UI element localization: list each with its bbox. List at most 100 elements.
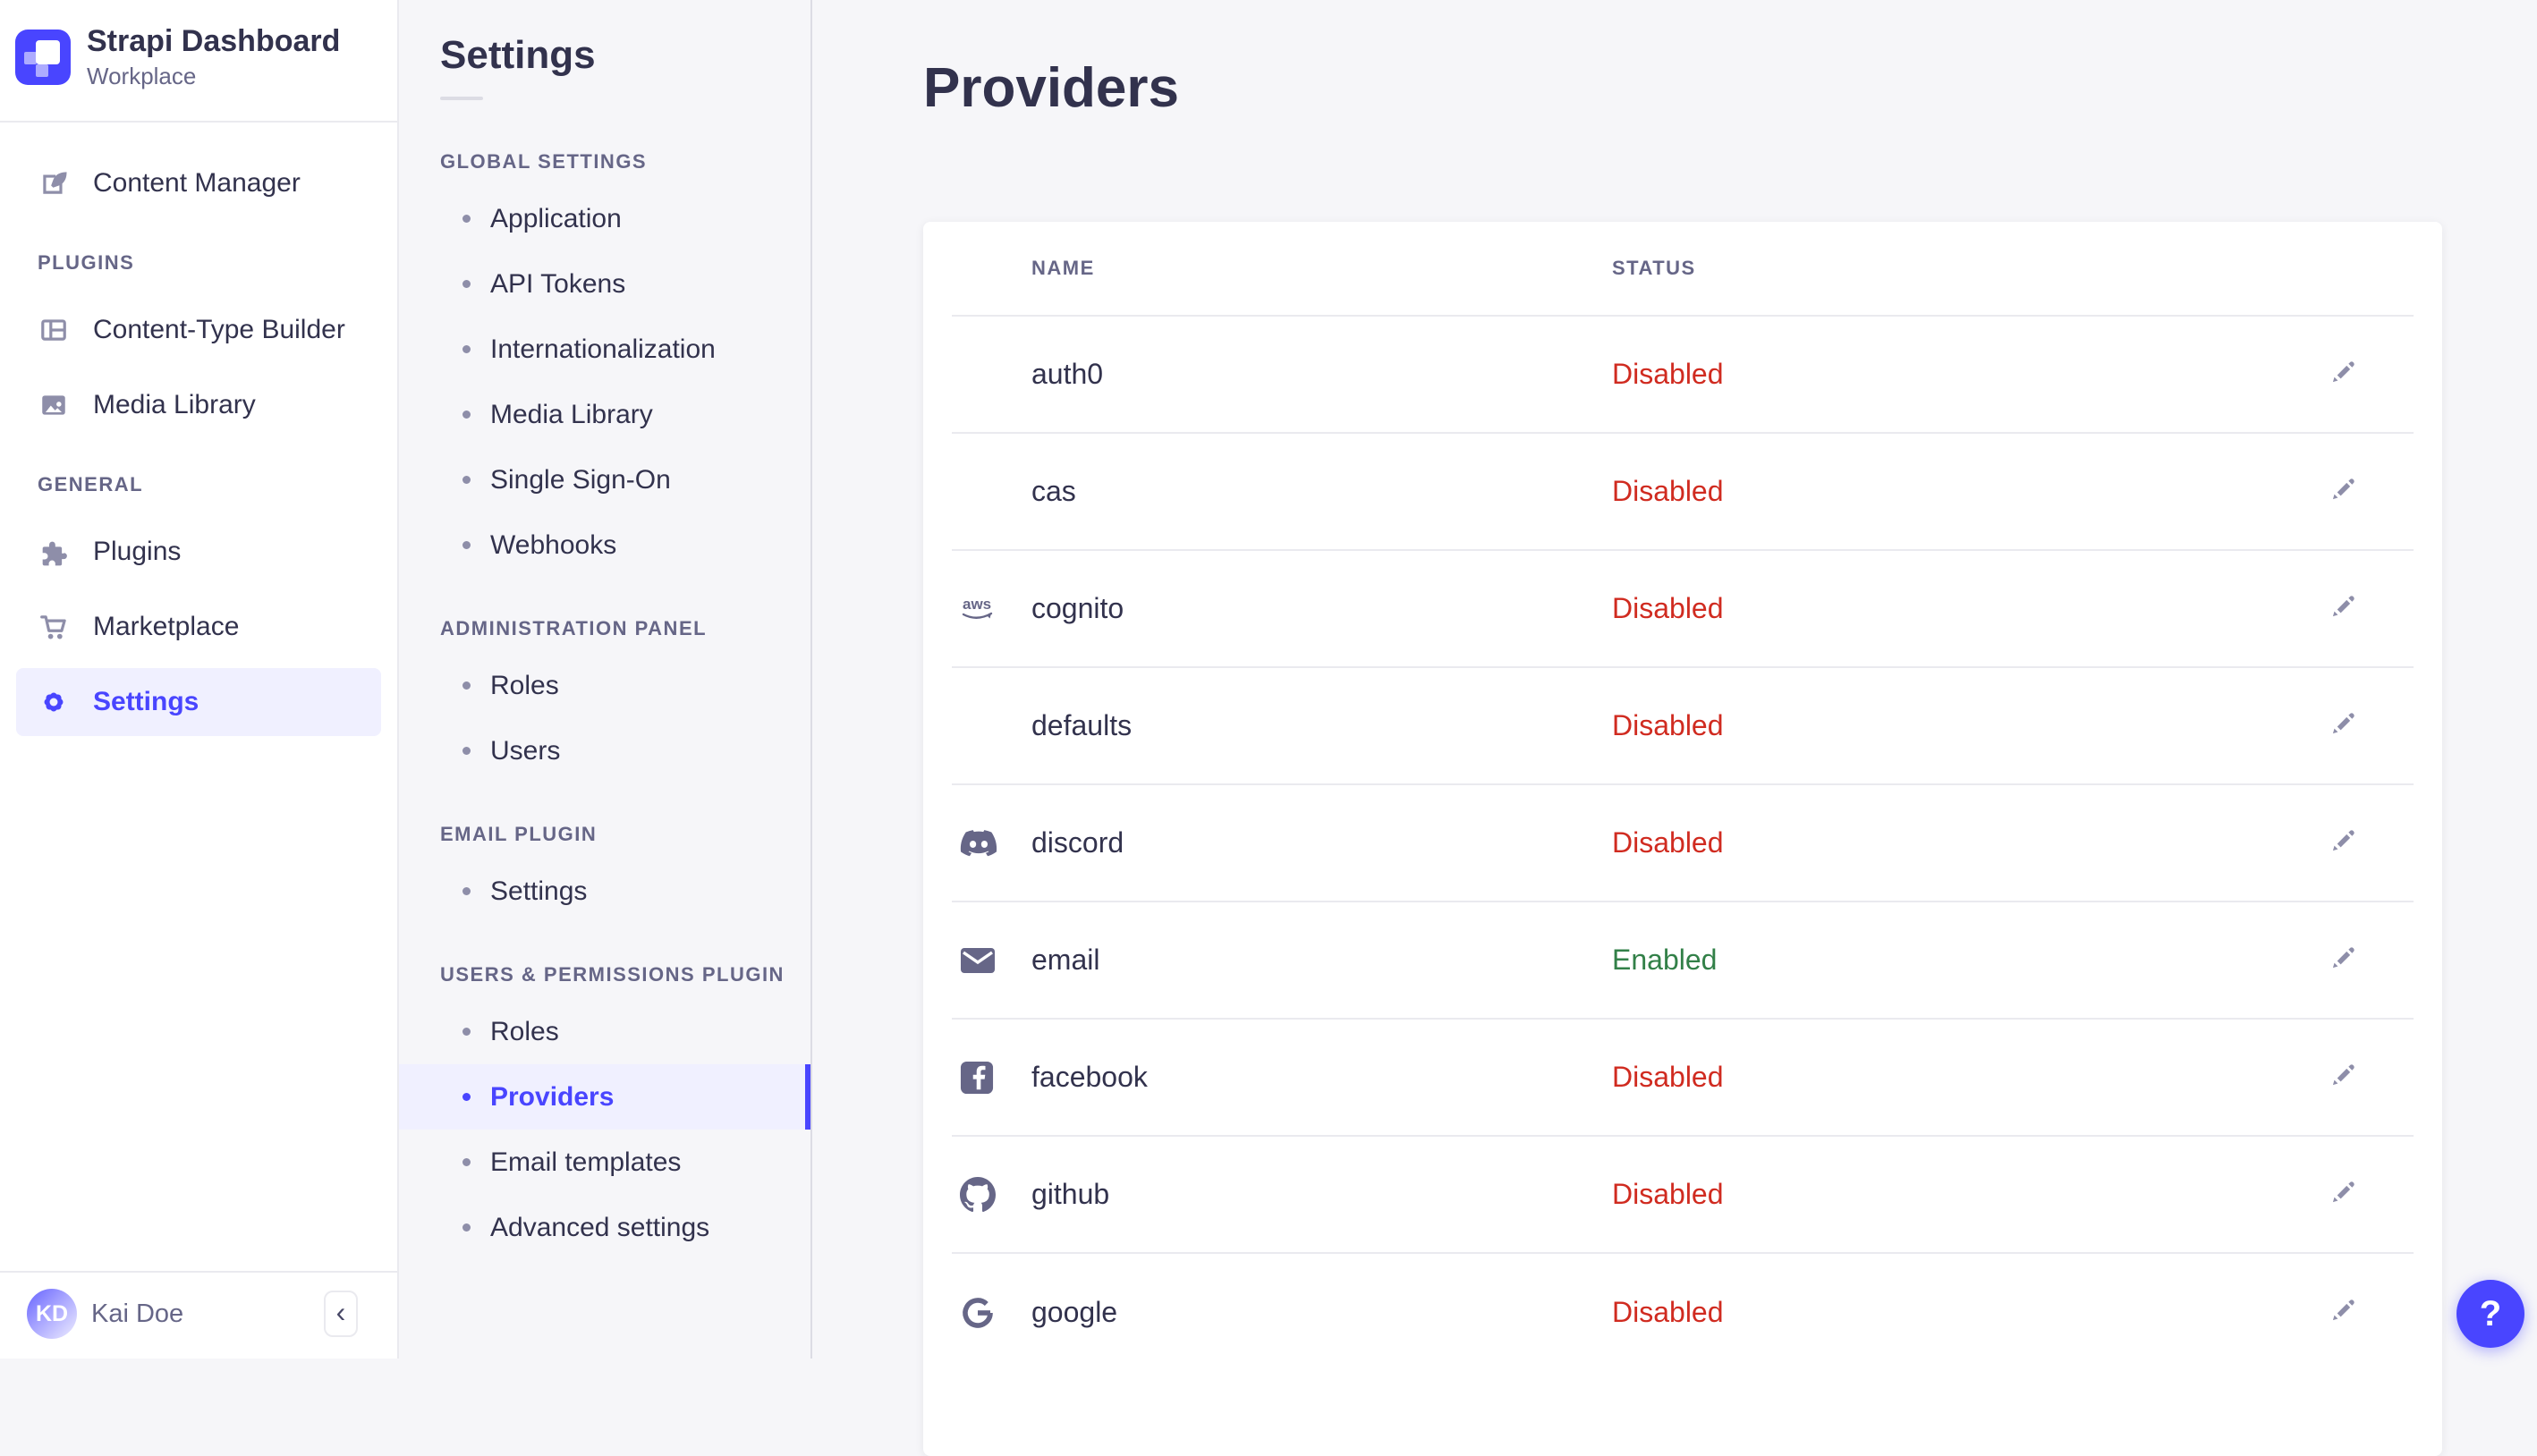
subnav-item-label: Media Library: [490, 399, 653, 429]
edit-provider-button[interactable]: [2322, 1293, 2362, 1333]
bullet-icon: [462, 1028, 471, 1036]
subnav-item-label: Single Sign-On: [490, 464, 671, 495]
subnav-item-label: Email templates: [490, 1147, 682, 1177]
subnav-item-application[interactable]: Application: [399, 186, 810, 251]
puzzle-icon: [38, 536, 70, 568]
provider-name: github: [1031, 1178, 1110, 1210]
table-row-cas: cas Disabled: [952, 434, 2414, 551]
table-row-facebook: facebook Disabled: [952, 1020, 2414, 1137]
table-row-google: google Disabled: [952, 1254, 2414, 1371]
pencil-icon: [2327, 709, 2357, 740]
table-row-cognito: aws cognito Disabled: [952, 551, 2414, 668]
content-type-builder-icon: [38, 314, 70, 346]
google-icon: [960, 1295, 1031, 1331]
aws-icon: aws: [960, 594, 1031, 624]
pencil-icon: [2327, 1296, 2357, 1326]
status-badge: Enabled: [1612, 944, 1718, 976]
sidebar-item-settings[interactable]: Settings: [16, 668, 381, 736]
provider-name: cas: [1031, 475, 1076, 507]
administration-panel-list: Roles Users: [399, 653, 810, 783]
provider-name: facebook: [1031, 1061, 1148, 1093]
edit-provider-button[interactable]: [2322, 472, 2362, 512]
subnav-item-single-sign-on[interactable]: Single Sign-On: [399, 447, 810, 512]
sidebar-item-content-type-builder[interactable]: Content-Type Builder: [0, 292, 397, 368]
subnav-item-email-templates[interactable]: Email templates: [399, 1130, 810, 1195]
edit-provider-button[interactable]: [2322, 941, 2362, 980]
table-row-github: github Disabled: [952, 1137, 2414, 1254]
providers-table-card: NAME STATUS auth0 Disabled cas Disabled …: [923, 222, 2442, 1456]
table-header-row: NAME STATUS: [952, 222, 2414, 317]
sidebar-general-list: Plugins Marketplace Settings: [0, 514, 397, 736]
sidebar-section-plugins: PLUGINS: [38, 251, 135, 274]
title-underline: [440, 97, 483, 100]
edit-provider-button[interactable]: [2322, 824, 2362, 863]
user-area: KD Kai Doe ‹: [0, 1271, 397, 1359]
bullet-icon: [462, 411, 471, 419]
edit-provider-button[interactable]: [2322, 1058, 2362, 1097]
subnav-item-providers[interactable]: Providers: [399, 1064, 810, 1130]
table-row-defaults: defaults Disabled: [952, 668, 2414, 785]
subnav-item-label: Settings: [490, 876, 588, 906]
gear-icon: [38, 686, 70, 718]
github-icon: [960, 1176, 1031, 1213]
sidebar-item-content-manager[interactable]: Content Manager: [0, 146, 397, 221]
sidebar-section-general: GENERAL: [38, 473, 144, 495]
subnav-item-label: Roles: [490, 1016, 559, 1046]
main-content: Providers NAME STATUS auth0 Disabled cas…: [812, 0, 2537, 1456]
page-title: Providers: [923, 57, 1180, 119]
subnav-item-internationalization[interactable]: Internationalization: [399, 317, 810, 382]
column-header-status: STATUS: [1612, 257, 1696, 279]
subnav-item-advanced-settings[interactable]: Advanced settings: [399, 1195, 810, 1260]
users-permissions-list: Roles Providers Email templates Advanced…: [399, 999, 810, 1260]
edit-provider-button[interactable]: [2322, 355, 2362, 394]
subnav-item-users[interactable]: Users: [399, 718, 810, 783]
app-title: Strapi Dashboard: [87, 24, 341, 58]
subnav-item-label: Webhooks: [490, 529, 617, 560]
pencil-icon: [2327, 826, 2357, 857]
column-header-name: NAME: [1031, 257, 1095, 279]
table-row-auth0: auth0 Disabled: [952, 317, 2414, 434]
collapse-sidebar-button[interactable]: ‹: [324, 1291, 358, 1337]
bullet-icon: [462, 345, 471, 353]
sidebar-item-media-library[interactable]: Media Library: [0, 368, 397, 443]
provider-name: cognito: [1031, 592, 1124, 624]
subnav-item-label: Application: [490, 203, 622, 233]
help-button[interactable]: ?: [2456, 1280, 2524, 1348]
subnav-item-webhooks[interactable]: Webhooks: [399, 512, 810, 578]
avatar[interactable]: KD: [27, 1289, 77, 1339]
bullet-icon: [462, 747, 471, 755]
edit-provider-button[interactable]: [2322, 707, 2362, 746]
subnav-item-roles[interactable]: Roles: [399, 653, 810, 718]
settings-subnav: Settings GLOBAL SETTINGS Application API…: [399, 0, 812, 1359]
provider-name: email: [1031, 944, 1100, 976]
subnav-item-media-library[interactable]: Media Library: [399, 382, 810, 447]
workspace-header[interactable]: Strapi Dashboard Workplace: [0, 0, 397, 121]
subnav-item-api-tokens[interactable]: API Tokens: [399, 251, 810, 317]
bullet-icon: [462, 1093, 471, 1101]
subnav-item-label: Roles: [490, 670, 559, 700]
cart-icon: [38, 611, 70, 643]
pencil-icon: [2327, 1178, 2357, 1208]
edit-provider-button[interactable]: [2322, 1175, 2362, 1215]
subnav-item-up-roles[interactable]: Roles: [399, 999, 810, 1064]
subnav-title: Settings: [440, 33, 596, 77]
status-badge: Disabled: [1612, 475, 1724, 507]
main-sidebar: Strapi Dashboard Workplace Content Manag…: [0, 0, 399, 1359]
media-library-icon: [38, 389, 70, 421]
bullet-icon: [462, 280, 471, 288]
sidebar-item-label: Plugins: [93, 537, 182, 566]
sidebar-item-plugins[interactable]: Plugins: [0, 514, 397, 589]
pencil-icon: [2327, 358, 2357, 388]
sidebar-item-label: Media Library: [93, 390, 256, 419]
sidebar-item-marketplace[interactable]: Marketplace: [0, 589, 397, 665]
global-settings-list: Application API Tokens Internationalizat…: [399, 186, 810, 578]
pencil-icon: [2327, 1061, 2357, 1091]
facebook-icon: [960, 1061, 1031, 1095]
subnav-item-email-settings[interactable]: Settings: [399, 859, 810, 924]
subnav-section-users-permissions-plugin: USERS & PERMISSIONS PLUGIN: [440, 963, 785, 986]
edit-provider-button[interactable]: [2322, 589, 2362, 629]
strapi-logo-icon: [15, 29, 71, 85]
content-manager-icon: [38, 167, 70, 199]
subnav-section-email-plugin: EMAIL PLUGIN: [440, 823, 598, 845]
